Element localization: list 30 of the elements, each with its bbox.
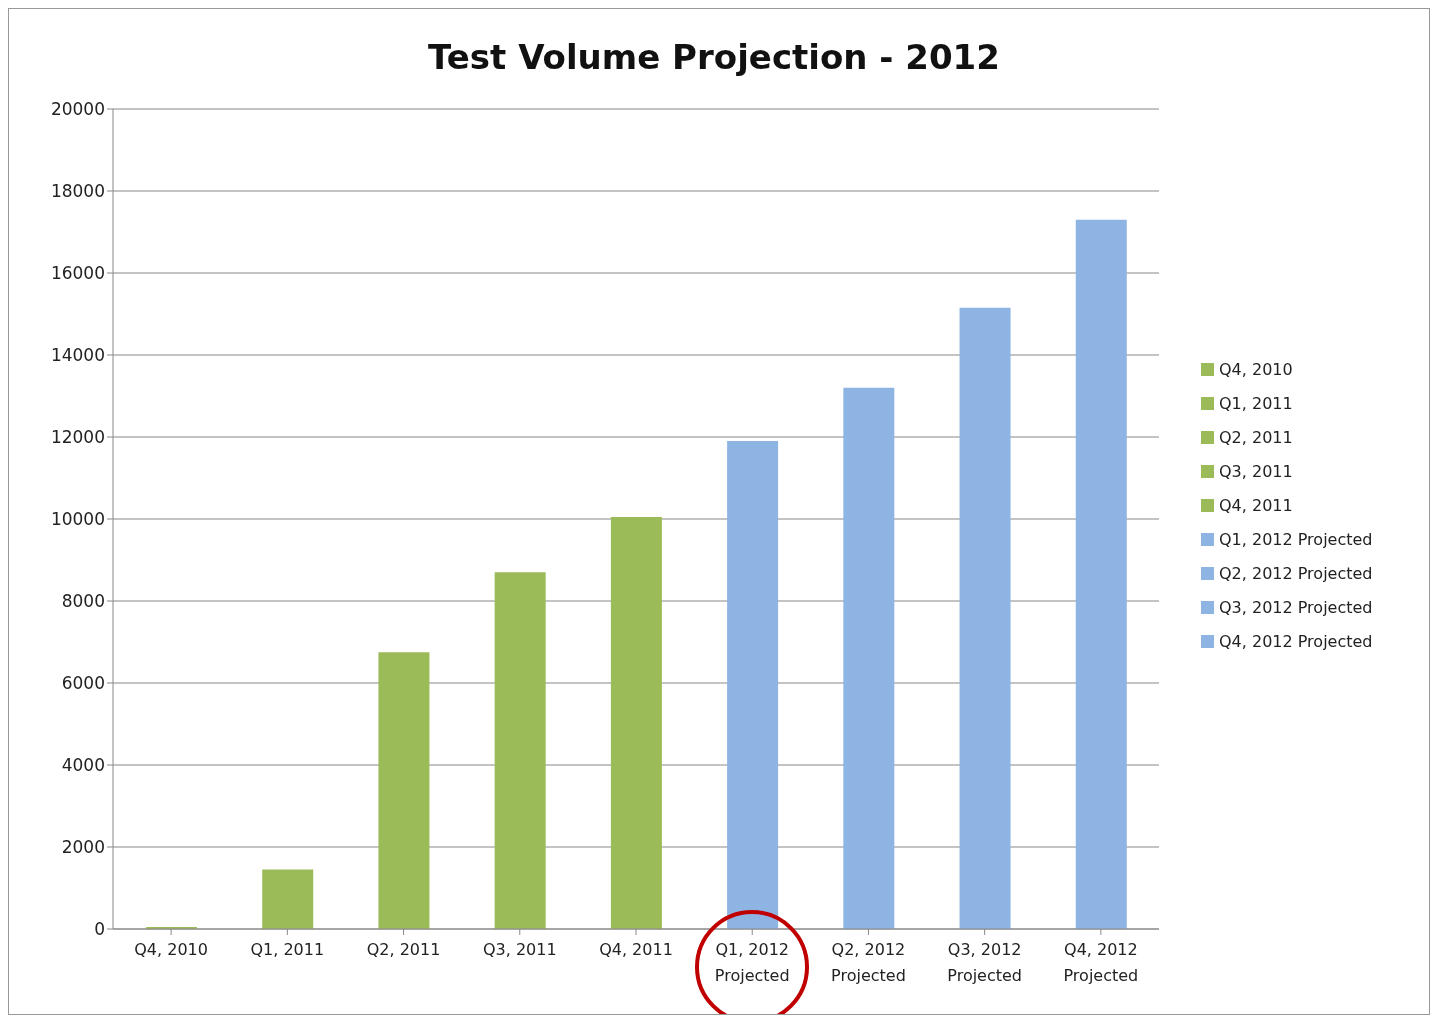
x-tick-label: Q4, 2010 bbox=[134, 940, 208, 959]
y-tick-label: 8000 bbox=[61, 591, 105, 612]
x-tick-label: Q2, 2011 bbox=[366, 940, 441, 959]
x-tick-label: Q4, 2012 Projected bbox=[1063, 940, 1139, 985]
y-tick-label: 18000 bbox=[50, 181, 105, 202]
x-tick-label: Q3, 2012 Projected bbox=[947, 940, 1023, 985]
chart-title: Test Volume Projection - 2012 bbox=[427, 37, 1001, 77]
y-tick-label: 4000 bbox=[61, 755, 105, 776]
y-tick-label: 0 bbox=[94, 919, 105, 940]
legend-label: Q1, 2012 Projected bbox=[1219, 529, 1373, 549]
x-tick-label: Q2, 2012 Projected bbox=[831, 940, 906, 985]
legend-label: Q2, 2011 bbox=[1219, 427, 1293, 447]
x-tick-label: Q1, 2011 bbox=[250, 940, 325, 959]
y-tick-label: 6000 bbox=[61, 673, 105, 694]
y-tick-label: 10000 bbox=[50, 509, 105, 530]
legend-label: Q4, 2010 bbox=[1219, 359, 1293, 379]
x-tick-label: Q4, 2011 bbox=[599, 940, 673, 959]
y-tick-label: 2000 bbox=[61, 837, 105, 858]
legend-label: Q4, 2011 bbox=[1219, 495, 1293, 515]
y-tick-label: 20000 bbox=[50, 99, 105, 120]
legend-label: Q3, 2012 Projected bbox=[1219, 597, 1373, 617]
y-tick-label: 12000 bbox=[50, 427, 105, 448]
x-tick-label: Q1, 2012 Projected bbox=[714, 940, 790, 985]
legend-label: Q4, 2012 Projected bbox=[1219, 631, 1373, 651]
legend-label: Q3, 2011 bbox=[1219, 461, 1293, 481]
x-tick-label: Q3, 2011 bbox=[482, 940, 557, 959]
y-tick-label: 16000 bbox=[50, 263, 105, 284]
y-tick-label: 14000 bbox=[50, 345, 105, 366]
legend-label: Q1, 2011 bbox=[1219, 393, 1293, 413]
legend-label: Q2, 2012 Projected bbox=[1219, 563, 1373, 583]
